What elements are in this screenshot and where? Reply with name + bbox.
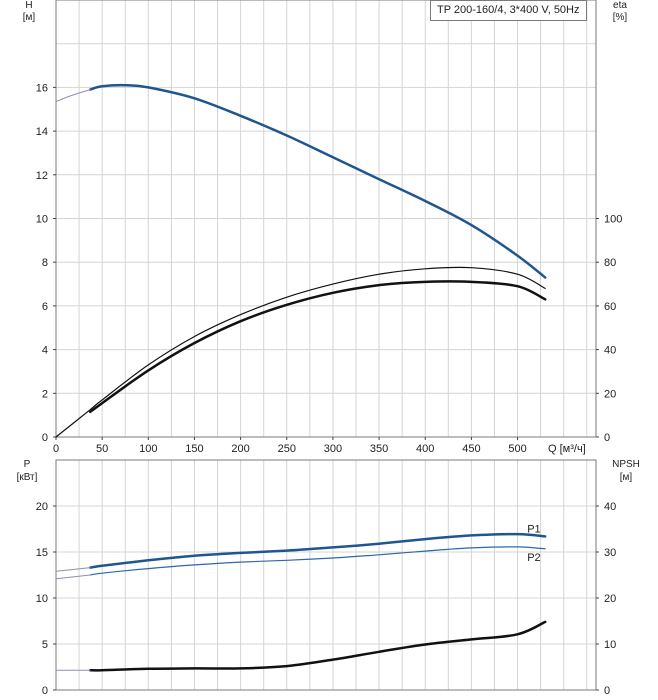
series-line (88, 620, 547, 672)
y-tick-label: 12 (36, 170, 48, 182)
y2-axis-unit: [%] (613, 12, 628, 23)
series-label: P1 (527, 523, 540, 535)
x-tick-label: 150 (185, 443, 203, 455)
series-line (88, 83, 547, 279)
y2-tick-label: 100 (604, 214, 622, 226)
x-tick-label: 100 (139, 443, 157, 455)
y2-axis-unit: [м] (620, 472, 633, 483)
y2-tick-label: 40 (604, 501, 616, 513)
y2-tick-label: 0 (604, 432, 610, 444)
y2-tick-label: 20 (604, 388, 616, 400)
series-line (88, 280, 547, 414)
y-tick-label: 8 (42, 257, 48, 269)
y-tick-label: 6 (42, 301, 48, 313)
y2-tick-label: 40 (604, 345, 616, 357)
y2-tick-label: 60 (604, 301, 616, 313)
series-line (55, 89, 91, 103)
series-label: P2 (527, 552, 540, 564)
y2-tick-label: 80 (604, 257, 616, 269)
series-line (55, 266, 546, 438)
y2-tick-label: 0 (604, 685, 610, 697)
y-tick-label: 16 (36, 82, 48, 94)
y-tick-label: 14 (36, 126, 48, 138)
x-tick-label: 500 (508, 443, 526, 455)
y-tick-label: 2 (42, 388, 48, 400)
y2-axis-title: NPSH (612, 459, 640, 470)
y2-tick-label: 10 (604, 639, 616, 651)
y-tick-label: 4 (42, 345, 48, 357)
series-line (89, 546, 546, 576)
series-line (55, 574, 91, 580)
y-tick-label: 20 (36, 501, 48, 513)
y-tick-label: 10 (36, 214, 48, 226)
series-line (88, 532, 547, 569)
series-line (55, 567, 91, 572)
y2-tick-label: 20 (604, 593, 616, 605)
y-tick-label: 10 (36, 593, 48, 605)
y-tick-label: 0 (42, 685, 48, 697)
x-tick-label: 250 (278, 443, 296, 455)
y2-axis-title: eta (613, 0, 627, 11)
x-tick-label: 400 (416, 443, 434, 455)
x-tick-label: 50 (96, 443, 108, 455)
y-tick-label: 15 (36, 547, 48, 559)
y-axis-title: P (24, 459, 31, 470)
y-tick-label: 5 (42, 639, 48, 651)
bottom-plot-frame (55, 459, 597, 691)
x-axis-title: Q [м³/ч] (548, 443, 586, 455)
y-tick-label: 0 (42, 432, 48, 444)
chart-title-legend: TP 200-160/4, 3*400 V, 50Hz (430, 0, 587, 21)
y-axis-unit: [м] (23, 12, 36, 23)
x-tick-label: 0 (53, 443, 59, 455)
x-tick-label: 200 (231, 443, 249, 455)
x-tick-label: 450 (462, 443, 480, 455)
x-tick-label: 350 (370, 443, 388, 455)
x-tick-label: 300 (324, 443, 342, 455)
y2-tick-label: 30 (604, 547, 616, 559)
y-axis-title: H (25, 0, 32, 11)
y-axis-unit: [кВт] (17, 472, 38, 483)
